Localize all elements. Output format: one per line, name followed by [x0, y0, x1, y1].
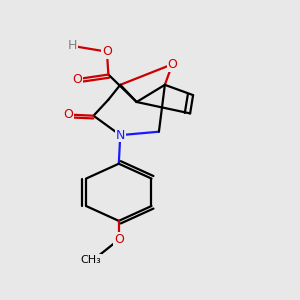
Text: O: O	[63, 108, 73, 121]
Text: H: H	[68, 40, 77, 52]
Text: N: N	[116, 129, 125, 142]
Text: O: O	[102, 45, 112, 58]
Text: O: O	[114, 233, 124, 246]
Text: CH₃: CH₃	[80, 255, 101, 265]
Text: O: O	[167, 58, 177, 71]
Text: O: O	[72, 73, 82, 85]
